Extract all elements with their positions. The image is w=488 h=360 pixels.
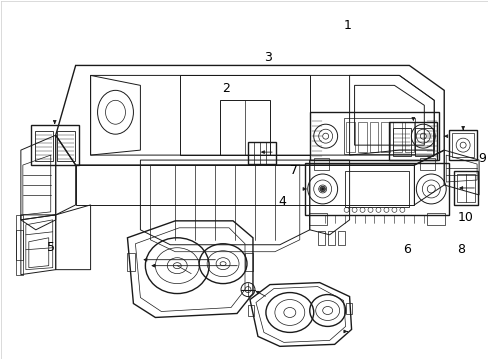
Bar (127, 253, 135, 271)
Bar (247, 142, 275, 164)
Text: 5: 5 (47, 241, 55, 254)
Bar (381, 122, 389, 152)
Bar (35, 131, 53, 161)
Bar (405, 122, 413, 152)
Bar (31, 125, 79, 165)
Text: 2: 2 (222, 82, 229, 95)
Bar (451, 133, 473, 157)
Text: 4: 4 (277, 195, 285, 208)
Text: 3: 3 (264, 51, 271, 64)
Bar (304, 163, 448, 215)
Bar (427, 213, 444, 225)
Bar (313, 158, 328, 170)
Bar (308, 213, 326, 225)
Bar (309, 112, 438, 160)
Text: 6: 6 (403, 243, 410, 256)
Bar (343, 118, 414, 154)
Bar (357, 122, 366, 152)
Bar (420, 158, 434, 170)
Text: 1: 1 (343, 19, 351, 32)
Bar (453, 171, 477, 205)
Bar (388, 122, 436, 160)
Bar (337, 231, 344, 245)
Bar (317, 231, 324, 245)
Text: 8: 8 (456, 243, 464, 256)
Text: 7: 7 (289, 163, 297, 176)
Bar (57, 131, 75, 161)
Text: 10: 10 (456, 211, 472, 224)
Bar (414, 128, 432, 156)
Bar (393, 122, 402, 152)
Bar (244, 253, 252, 271)
Bar (327, 231, 334, 245)
Bar (393, 128, 410, 156)
Bar (369, 122, 378, 152)
Text: 9: 9 (477, 152, 485, 165)
Bar (345, 122, 354, 152)
Bar (247, 305, 253, 316)
Bar (344, 171, 408, 207)
Bar (456, 174, 474, 202)
Bar (448, 130, 476, 160)
Bar (345, 302, 351, 315)
